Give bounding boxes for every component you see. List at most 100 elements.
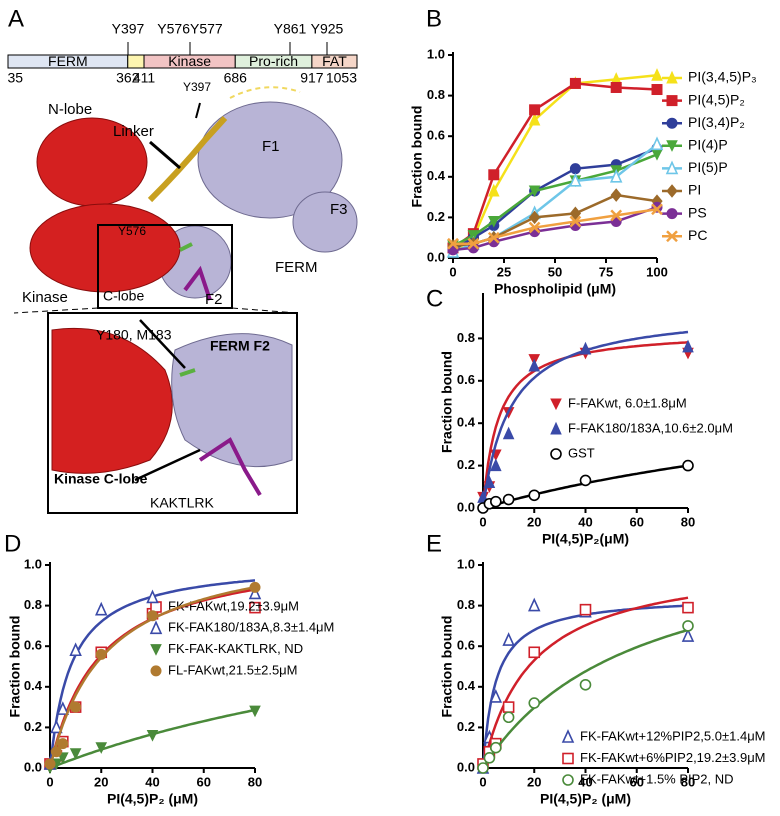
c-lobe <box>29 203 181 293</box>
domain-label: Pro-rich <box>249 53 298 69</box>
legend-label: PS <box>688 204 707 220</box>
marker <box>490 458 502 472</box>
legend-label: FK-FAKwt+1.5% PIP2, ND <box>580 771 734 786</box>
residue-number: 917 <box>300 70 324 86</box>
marker <box>528 185 541 198</box>
marker <box>528 697 541 709</box>
x-tick-label: 40 <box>578 774 592 789</box>
x-tick-label: 60 <box>630 774 644 789</box>
marker <box>528 597 541 612</box>
marker <box>550 448 562 460</box>
panel-label: C <box>426 285 443 312</box>
x-tick-label: 80 <box>248 774 262 789</box>
y-tick-label: 0.4 <box>427 168 446 183</box>
x-tick-label: 0 <box>479 774 486 789</box>
marker <box>483 475 496 489</box>
legend-label: GST <box>568 445 595 460</box>
site-label: Y576Y577 <box>157 21 223 37</box>
marker <box>579 603 592 616</box>
marker <box>529 104 541 116</box>
y-tick-label: 1.0 <box>24 556 42 571</box>
legend-label: FL-FAKwt,21.5±2.5μM <box>168 662 298 677</box>
marker <box>488 183 500 197</box>
marker <box>650 136 664 151</box>
marker <box>146 589 159 604</box>
legend-label: FK-FAKwt,19.2±3.9μM <box>168 598 299 613</box>
marker <box>70 701 82 713</box>
marker <box>651 203 663 216</box>
arrow <box>195 102 201 119</box>
marker <box>488 169 500 181</box>
y-tick-label: 0.2 <box>24 719 42 734</box>
y-tick-label: 0.2 <box>457 719 475 734</box>
legend-label: F-FAK180/183A,10.6±2.0μM <box>568 420 733 435</box>
y-tick-label: 0.6 <box>427 128 445 143</box>
marker <box>528 489 541 502</box>
legend-label: PI <box>688 182 701 198</box>
domain-label: Kinase <box>168 53 211 69</box>
x-tick-label: 25 <box>497 264 511 279</box>
y-tick-label: 0.8 <box>24 597 42 612</box>
marker <box>682 459 694 472</box>
domain-label: FAT <box>322 53 347 69</box>
panel-label: D <box>4 530 21 557</box>
marker <box>528 358 541 372</box>
marker <box>150 644 162 656</box>
marker <box>609 168 623 183</box>
y-axis-title: Fraction bound <box>7 616 23 718</box>
residue-number: 35 <box>7 70 23 86</box>
side-chain <box>179 242 193 252</box>
marker <box>249 705 261 718</box>
marker <box>502 426 515 440</box>
domain-label: FERM <box>48 53 88 69</box>
ferm-f1 <box>197 101 343 219</box>
y-tick-label: 0.4 <box>457 415 476 430</box>
y-tick-label: 0.0 <box>457 759 475 774</box>
x-tick-label: 40 <box>145 774 159 789</box>
x-tick-label: 75 <box>599 264 613 279</box>
marker <box>249 601 261 614</box>
marker <box>489 689 503 703</box>
marker <box>528 210 541 225</box>
marker <box>666 70 678 84</box>
marker <box>56 701 70 715</box>
site-label: Y861 <box>274 21 307 37</box>
marker <box>69 748 82 760</box>
residue-number: 411 <box>133 70 156 86</box>
x-axis-title: Phospholipid (μM) <box>494 281 616 297</box>
marker <box>665 160 679 175</box>
structure-label: N-lobe <box>48 101 92 118</box>
marker <box>502 701 515 713</box>
marker <box>149 620 163 635</box>
fit-curve <box>481 596 689 769</box>
legend-label: PI(4)P <box>688 137 728 153</box>
panel-label: E <box>426 530 442 557</box>
y-axis-title: Fraction bound <box>439 616 455 718</box>
structure-label: Linker <box>113 123 154 140</box>
marker <box>57 738 69 750</box>
marker <box>569 77 581 89</box>
marker <box>248 585 262 600</box>
marker <box>502 493 515 506</box>
marker <box>651 84 663 96</box>
y-tick-label: 0.0 <box>24 759 42 774</box>
marker <box>682 620 694 632</box>
marker <box>610 81 622 93</box>
y-tick-label: 0.0 <box>427 249 445 264</box>
legend-label: F-FAKwt, 6.0±1.8μM <box>568 395 687 410</box>
legend-label: FK-FAKwt+6%PIP2,19.2±3.9μM <box>580 750 766 765</box>
marker <box>682 601 694 614</box>
marker <box>50 746 62 758</box>
marker <box>666 117 678 129</box>
x-tick-label: 20 <box>527 774 541 789</box>
marker <box>666 184 678 198</box>
marker <box>50 719 63 734</box>
y-tick-label: 0.4 <box>457 678 476 693</box>
marker <box>487 215 500 228</box>
fit-curve <box>481 628 689 769</box>
y-tick-label: 0.8 <box>457 597 475 612</box>
domain <box>311 54 358 69</box>
marker <box>487 231 500 244</box>
marker <box>467 237 480 250</box>
